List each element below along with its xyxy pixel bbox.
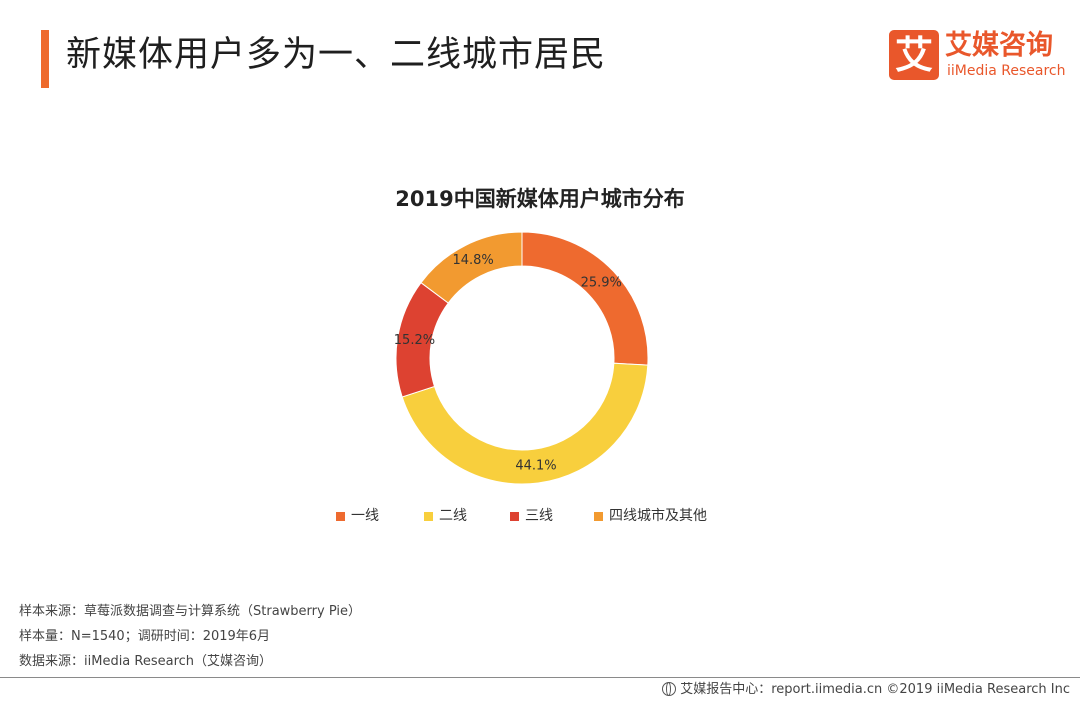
logo-name-en: iiMedia Research — [947, 63, 1066, 79]
source-notes: 样本来源：草莓派数据调查与计算系统（Strawberry Pie） 样本量：N=… — [19, 599, 361, 674]
slice-tier4-other — [420, 231, 523, 304]
data-source-note: 数据来源：iiMedia Research（艾媒咨询） — [19, 654, 273, 669]
slice-tier4-other-value-label: 14.8% — [452, 253, 493, 268]
chart-title: 2019中国新媒体用户城市分布 — [395, 187, 685, 211]
legend-label-tier1: 一线 — [351, 508, 379, 524]
legend-swatch-tier4-other — [594, 512, 603, 521]
logo-mark: 艾 — [889, 30, 939, 80]
legend-label-tier2: 二线 — [439, 508, 467, 524]
globe-icon — [662, 681, 677, 696]
page-title: 新媒体用户多为一、二线城市居民 — [66, 35, 607, 75]
sample-size-note: 样本量：N=1540；调研时间：2019年6月 — [19, 629, 271, 644]
slice-tier3-value-label: 15.2% — [394, 333, 435, 348]
footer-divider — [0, 677, 1080, 678]
legend-label-tier4-other: 四线城市及其他 — [609, 508, 707, 524]
slice-tier2 — [401, 362, 649, 485]
title-accent-bar — [41, 30, 49, 88]
footer: 艾媒报告中心：report.iimedia.cn ©2019 iiMedia R… — [662, 680, 1070, 700]
slice-tier2-value-label: 44.1% — [515, 459, 556, 474]
legend-swatch-tier2 — [424, 512, 433, 521]
footer-text: 艾媒报告中心：report.iimedia.cn ©2019 iiMedia R… — [680, 682, 1070, 697]
sample-source-note: 样本来源：草莓派数据调查与计算系统（Strawberry Pie） — [19, 604, 361, 619]
logo-name-cn: 艾媒咨询 — [945, 30, 1053, 61]
slice-tier1 — [521, 231, 649, 366]
legend-label-tier3: 三线 — [525, 508, 553, 524]
slice-tier1-value-label: 25.9% — [581, 276, 622, 291]
legend-swatch-tier3 — [510, 512, 519, 521]
legend-swatch-tier1 — [336, 512, 345, 521]
